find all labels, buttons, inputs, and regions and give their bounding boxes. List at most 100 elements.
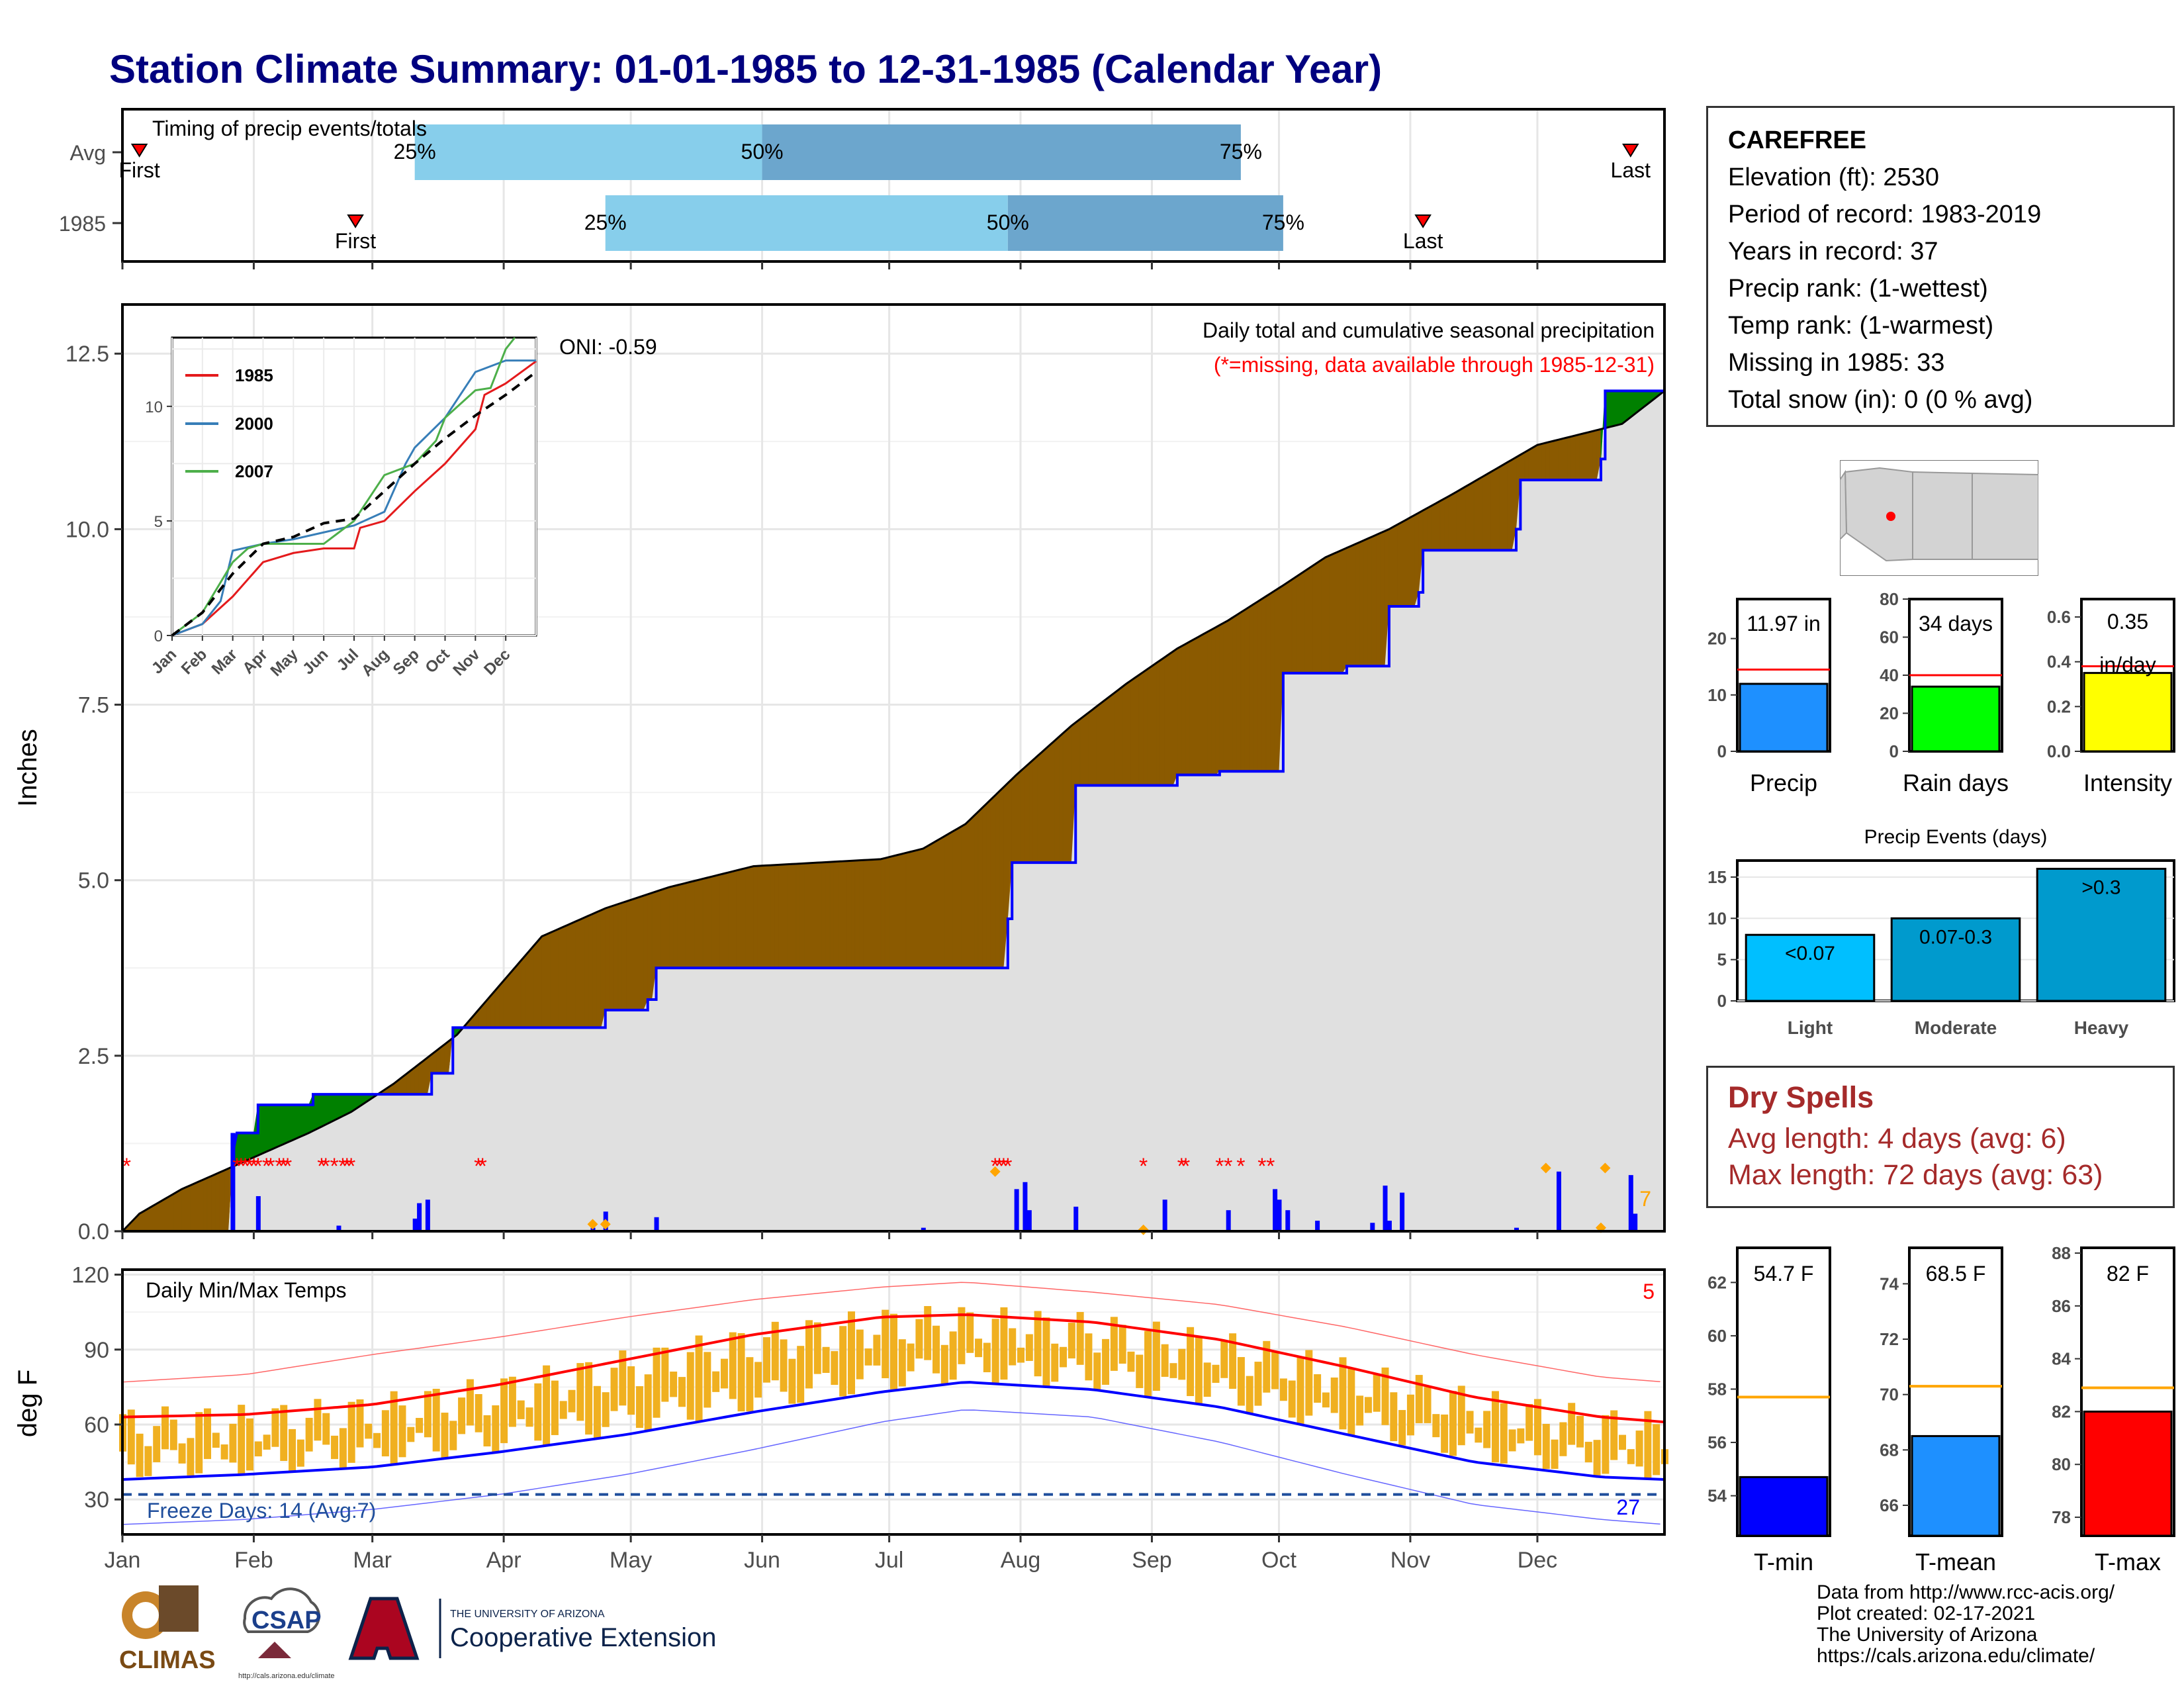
precip-departure-fill — [1435, 500, 1441, 551]
precip-departure-fill — [1338, 549, 1343, 674]
timing-panel: Avg 25% 50% 75% First Last 1985 25% 50% 75% First L… — [59, 108, 1666, 269]
precip-departure-fill — [1134, 674, 1140, 786]
timing-caption: Timing of precip events/totals — [152, 117, 427, 140]
precip-departure-fill — [148, 1205, 153, 1232]
precip-departure-fill — [940, 835, 945, 968]
precip-y-tick-label: 0.0 — [78, 1219, 109, 1244]
month-tick-label: Oct — [1261, 1548, 1297, 1573]
precip-departure-fill — [1270, 590, 1275, 772]
record-event-marker — [989, 1166, 1001, 1177]
summary-y-tick-label: 0 — [1717, 741, 1727, 761]
daily-temp-range-bar — [1398, 1410, 1406, 1446]
precip-departure-fill — [203, 1177, 208, 1232]
precip-departure-fill — [1011, 774, 1017, 863]
precip-departure-fill — [1617, 391, 1623, 426]
daily-temp-range-bar — [161, 1406, 169, 1450]
precip-departure-fill — [164, 1196, 169, 1232]
precip-departure-fill — [1613, 391, 1618, 426]
daily-temp-range-bar — [1093, 1352, 1101, 1390]
precip-departure-fill — [1363, 538, 1369, 667]
precip-departure-fill — [156, 1201, 161, 1232]
daily-temp-range-bar — [610, 1368, 618, 1411]
missing-day-marker: * — [338, 1154, 347, 1179]
daily-temp-range-bar — [1635, 1430, 1643, 1467]
month-tick-label: Feb — [234, 1548, 273, 1573]
precip-y-tick-label: 7.5 — [78, 693, 109, 718]
record-event-marker — [1600, 1162, 1611, 1174]
precip-departure-fill — [1503, 461, 1508, 551]
precip-departure-fill — [884, 857, 889, 968]
summary-y-tick-label: 40 — [1880, 665, 1899, 685]
last-event-marker — [1622, 144, 1639, 158]
precip-departure-fill — [1185, 641, 1191, 776]
precip-departure-fill — [762, 865, 767, 968]
daily-temp-range-bar — [1025, 1334, 1033, 1361]
precip-departure-fill — [1223, 620, 1229, 772]
precip-departure-fill — [545, 932, 551, 1028]
daily-temp-range-bar — [1602, 1415, 1610, 1474]
precip-departure-fill — [702, 877, 707, 968]
precip-departure-fill — [952, 828, 958, 968]
temp-summary-category-T-min: T-min — [1754, 1548, 1813, 1575]
temp-record-high-count: 5 — [1643, 1280, 1655, 1303]
precip-departure-fill — [1300, 571, 1305, 674]
precip-departure-fill — [520, 955, 525, 1028]
precip-departure-fill — [859, 859, 864, 968]
events-category-label-Light: Light — [1788, 1017, 1833, 1038]
temp-y-axis-label: deg F — [13, 1370, 42, 1437]
daily-precip-bar — [1023, 1182, 1028, 1231]
daily-precip-bar — [1026, 1210, 1032, 1231]
precip-departure-fill — [736, 868, 741, 968]
precip-departure-fill — [745, 867, 750, 968]
timing-bar-25-50 — [605, 195, 1008, 251]
daily-temp-range-bar — [1263, 1340, 1271, 1393]
daily-temp-range-bar — [1076, 1311, 1084, 1365]
precip-departure-fill — [609, 905, 614, 1011]
daily-precip-bar — [1285, 1210, 1291, 1231]
daily-temp-range-bar — [1593, 1440, 1601, 1476]
precip-departure-fill — [503, 974, 508, 1028]
summary-y-tick-label: 58 — [1707, 1379, 1727, 1399]
precip-departure-fill — [672, 884, 678, 968]
daily-precip-bar — [1370, 1223, 1375, 1231]
precip-departure-fill — [1304, 568, 1309, 674]
summary-y-tick-label: 0.4 — [2047, 652, 2071, 672]
precip-departure-fill — [982, 802, 987, 968]
precip-departure-fill — [1507, 459, 1512, 551]
precip-departure-fill — [1321, 557, 1326, 674]
missing-day-marker: * — [1139, 1154, 1148, 1179]
precip-departure-fill — [177, 1188, 183, 1232]
daily-temp-range-bar — [771, 1321, 779, 1381]
daily-temp-range-bar — [1314, 1374, 1322, 1403]
precip-departure-fill — [1392, 524, 1398, 607]
ua-logo-small-text: THE UNIVERSITY OF ARIZONA — [450, 1609, 605, 1620]
daily-temp-range-bar — [746, 1357, 754, 1412]
daily-temp-range-bar — [1195, 1336, 1203, 1405]
missing-day-marker: * — [330, 1154, 338, 1179]
daily-precip-bar — [1226, 1210, 1231, 1231]
daily-temp-range-bar — [1161, 1344, 1169, 1377]
daily-temp-range-bar — [1415, 1375, 1423, 1423]
precip-departure-fill — [656, 889, 661, 968]
precip-departure-fill — [169, 1194, 174, 1232]
summary-bar-T-max — [2083, 1410, 2173, 1537]
daily-temp-range-bar — [475, 1394, 482, 1432]
precip-departure-fill — [1228, 617, 1233, 772]
precip-departure-fill — [338, 1094, 343, 1119]
month-tick-label: Jul — [875, 1548, 903, 1573]
summary-bar-Rain days — [1911, 685, 2001, 753]
precip-departure-fill — [1329, 553, 1335, 674]
precip-departure-fill — [639, 895, 644, 1011]
precip-departure-fill — [681, 882, 686, 968]
precip-departure-fill — [194, 1181, 199, 1232]
precip-departure-fill — [961, 823, 966, 968]
daily-temp-range-bar — [1297, 1357, 1304, 1425]
precip-departure-fill — [571, 921, 576, 1028]
precip-departure-fill — [1152, 663, 1157, 786]
precip-departure-fill — [901, 852, 907, 968]
inset-series-line-2007 — [171, 337, 516, 637]
daily-temp-range-bar — [187, 1438, 195, 1476]
precip-departure-fill — [279, 1104, 284, 1147]
temp-record-low-count: 27 — [1616, 1495, 1640, 1519]
